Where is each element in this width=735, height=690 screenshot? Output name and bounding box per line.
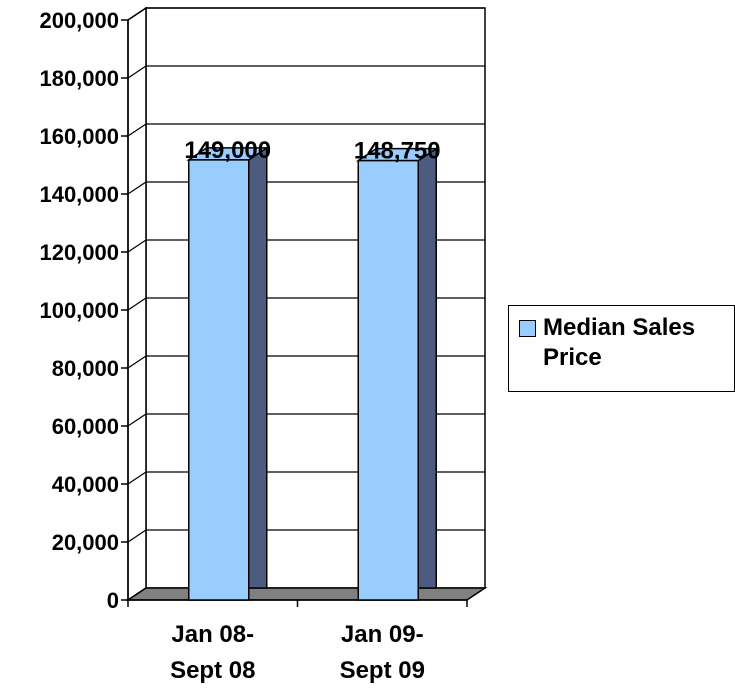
legend: Median Sales Price	[508, 305, 735, 392]
legend-swatch	[519, 320, 536, 337]
x-tick-label: Jan 08-	[171, 621, 254, 648]
y-tick-label: 180,000	[39, 66, 119, 91]
y-tick-labels: 0 20,000 40,000 60,000 80,000 100,000 120,000 1…	[39, 8, 119, 613]
x-tick-label: Jan 09-	[341, 621, 424, 648]
y-tick-label: 100,000	[39, 298, 119, 323]
y-tick-label: 80,000	[52, 356, 119, 381]
y-tick-label: 20,000	[52, 530, 119, 555]
bar-side	[417, 147, 437, 589]
bars	[186, 146, 439, 601]
gridline	[127, 65, 485, 79]
floor-plane	[125, 587, 488, 601]
y-tick-label: 140,000	[39, 182, 119, 207]
gridline	[127, 123, 485, 137]
y-tick-label: 200,000	[39, 8, 119, 33]
y-tick-label: 0	[107, 588, 119, 613]
y-tick-label: 40,000	[52, 472, 119, 497]
gridline	[127, 7, 485, 21]
bar	[188, 159, 250, 601]
y-tick-label: 60,000	[52, 414, 119, 439]
data-label: 149,000	[184, 137, 271, 164]
legend-label: Median Sales Price	[543, 314, 696, 371]
y-tick-label: 120,000	[39, 240, 119, 265]
y-tick-label: 160,000	[39, 124, 119, 149]
data-labels: 149,000 148,750	[184, 137, 440, 165]
x-tick-label: Sept 08	[170, 657, 255, 684]
bar	[357, 159, 419, 601]
x-tick-labels: Jan 08- Sept 08 Jan 09- Sept 09	[170, 621, 425, 684]
plot-floor	[125, 587, 488, 601]
bar-side	[248, 146, 268, 589]
x-tick-label: Sept 09	[340, 657, 425, 684]
data-label: 148,750	[354, 138, 441, 165]
